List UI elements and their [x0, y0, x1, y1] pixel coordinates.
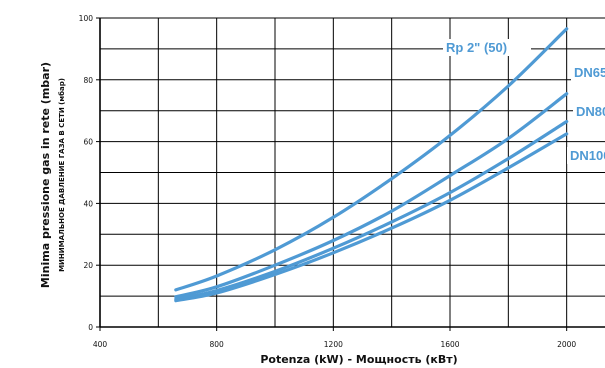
series-label: DN100	[570, 148, 605, 163]
series-line	[174, 132, 569, 303]
y-tick-label: 80	[83, 76, 93, 85]
x-tick-label: 1600	[440, 340, 459, 349]
series-label: Rp 2" (50)	[446, 40, 507, 55]
y-tick-label: 60	[83, 138, 93, 147]
x-tick-label: 400	[93, 340, 108, 349]
x-tick-label: 1200	[324, 340, 343, 349]
series-line	[174, 119, 569, 301]
y-tick-label: 40	[83, 199, 93, 208]
series-line	[174, 27, 569, 292]
y-tick-label: 100	[79, 14, 94, 23]
series-label-background	[571, 64, 605, 81]
series-label: DN80	[576, 104, 605, 119]
y-tick-label: 0	[88, 323, 93, 332]
y-tick-label: 20	[83, 261, 93, 270]
x-tick-label: 800	[210, 340, 225, 349]
series-label-background	[573, 103, 605, 120]
axis-ticks: 400 800 1200 1600 2000 0 20 40 60 80 100	[79, 14, 577, 349]
series-labels: Rp 2" (50) DN65 DN80 DN100	[443, 39, 605, 164]
x-tick-label: 2000	[557, 340, 576, 349]
series-lines	[174, 27, 569, 303]
series-line	[174, 92, 569, 299]
y-axis-label-secondary: МИНИМАЛЬНОЕ ДАВЛЕНИЕ ГАЗА В СЕТИ (мбар)	[58, 78, 66, 272]
series-label-background	[443, 39, 531, 56]
x-axis-label: Potenza (kW) - Мощность (кВт)	[260, 353, 457, 366]
y-axis-label: Minima pressione gas in rete (mbar)	[39, 62, 52, 288]
grid-lines	[99, 17, 605, 328]
series-label-background	[567, 147, 605, 164]
series-label: DN65	[574, 65, 605, 80]
